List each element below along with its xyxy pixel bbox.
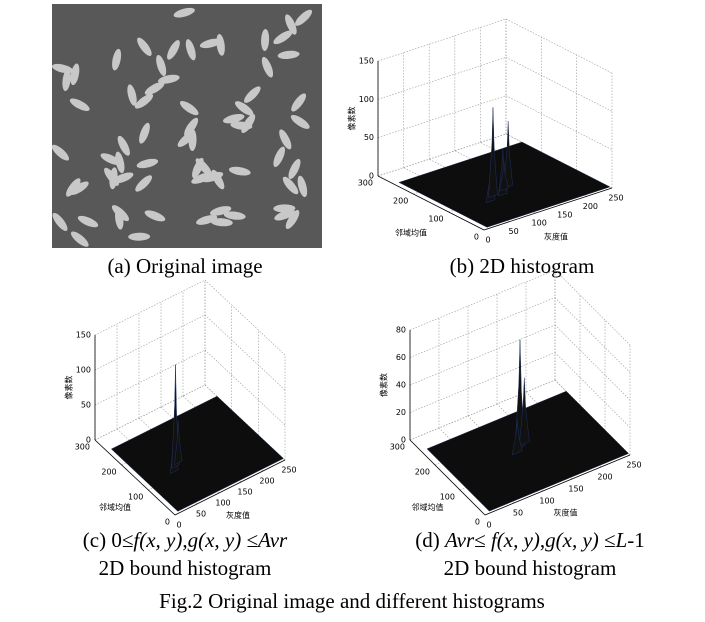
- grid-line: [410, 270, 555, 330]
- x-tick-label: 250: [608, 194, 623, 203]
- z-tick-label: 0: [401, 436, 406, 445]
- caption-part: (c) 0≤: [83, 528, 134, 552]
- histogram-3d: 0501001502002500100200300020406080灰度值邻域均…: [379, 270, 642, 530]
- caption-part: L: [615, 528, 628, 552]
- x-tick-label: 250: [281, 466, 296, 475]
- x-tick-label: 0: [486, 521, 491, 530]
- x-tick-label: 50: [509, 227, 519, 236]
- caption-part: g(x, y): [188, 528, 242, 552]
- grid-line: [95, 350, 205, 405]
- y-axis-label: 邻域均值: [412, 502, 444, 512]
- grid-line: [410, 298, 555, 358]
- caption-part: (b) 2D histogram: [450, 254, 595, 278]
- grid-line: [555, 298, 630, 373]
- caption-part: (a) Original image: [107, 254, 262, 278]
- caption-part: Avr: [256, 528, 288, 552]
- caption-part: -1: [627, 528, 645, 552]
- x-axis-label: 灰度值: [226, 510, 250, 520]
- grid-line: [95, 315, 205, 370]
- grid-line: [410, 325, 555, 385]
- y-tick-label: 0: [474, 233, 479, 242]
- caption-part: ≤: [241, 528, 258, 552]
- y-tick-label: 100: [428, 215, 443, 224]
- grid-line: [378, 96, 506, 138]
- x-axis-label: 灰度值: [544, 232, 568, 242]
- z-tick-label: 100: [359, 95, 374, 104]
- x-tick-label: 50: [196, 510, 206, 519]
- x-tick-label: 100: [539, 497, 554, 506]
- panel-caption: (d) Avr≤ f(x, y),g(x, y) ≤L-1: [415, 528, 645, 552]
- caption-part: ≤: [599, 528, 616, 552]
- histogram-3d: 0501001502002500100200300050100150灰度值邻域均…: [64, 280, 297, 530]
- caption-part: g(x, y): [545, 528, 599, 552]
- z-tick-label: 20: [396, 408, 406, 417]
- x-tick-label: 150: [557, 210, 572, 219]
- z-tick-label: 50: [364, 133, 374, 142]
- grid-line: [205, 280, 285, 355]
- grid-line: [95, 280, 205, 335]
- y-tick-label: 0: [475, 518, 480, 527]
- x-tick-label: 200: [259, 477, 274, 486]
- panel-caption: (b) 2D histogram: [450, 254, 595, 278]
- x-tick-label: 150: [568, 485, 583, 494]
- grid-line: [555, 325, 630, 400]
- grid-line: [506, 57, 612, 111]
- x-tick-label: 150: [237, 488, 252, 497]
- y-tick-label: 200: [393, 197, 408, 206]
- panel-caption: (c) 0≤f(x, y),g(x, y) ≤Avr: [83, 528, 288, 552]
- x-tick-label: 0: [485, 236, 490, 245]
- caption-part: (d): [415, 528, 445, 552]
- panel-subcaption: 2D bound histogram: [444, 556, 617, 580]
- z-tick-label: 50: [81, 401, 91, 410]
- z-tick-label: 100: [76, 366, 91, 375]
- z-tick-label: 0: [369, 172, 374, 181]
- grid-line: [378, 19, 506, 61]
- z-axis-label: 像素数: [379, 373, 389, 397]
- caption-part: ≤: [474, 528, 491, 552]
- original-image: [50, 4, 322, 249]
- z-tick-label: 40: [396, 381, 406, 390]
- z-tick-label: 0: [86, 436, 91, 445]
- figure: Fig.2 Original image and different histo…: [0, 0, 705, 622]
- x-tick-label: 100: [532, 219, 547, 228]
- x-tick-label: 50: [513, 509, 523, 518]
- z-tick-label: 80: [396, 326, 406, 335]
- x-axis-label: 灰度值: [554, 508, 578, 518]
- z-tick-label: 60: [396, 353, 406, 362]
- caption-part: f(x, y): [133, 528, 182, 552]
- panel-subcaption: 2D bound histogram: [99, 556, 272, 580]
- z-axis-label: 像素数: [64, 376, 74, 400]
- y-tick-label: 0: [165, 518, 170, 527]
- surface-floor: [427, 391, 628, 511]
- grid-line: [506, 96, 612, 150]
- grid-line: [378, 57, 506, 99]
- y-tick-label: 100: [128, 493, 143, 502]
- x-tick-label: 100: [215, 499, 230, 508]
- grid-line: [410, 353, 555, 413]
- y-tick-label: 200: [101, 468, 116, 477]
- figure-caption: Fig.2 Original image and different histo…: [159, 589, 545, 613]
- z-axis-label: 像素数: [347, 107, 357, 131]
- caption-part: Avr: [443, 528, 475, 552]
- histogram-3d: 0501001502002500100200300050100150灰度值邻域均…: [347, 19, 624, 245]
- z-tick-label: 150: [76, 331, 91, 340]
- grid-line: [506, 19, 612, 73]
- caption-part: f(x, y): [491, 528, 540, 552]
- x-tick-label: 200: [583, 202, 598, 211]
- y-axis-label: 邻域均值: [99, 502, 131, 512]
- y-tick-label: 200: [415, 468, 430, 477]
- y-axis-label: 邻域均值: [395, 228, 427, 238]
- y-tick-label: 100: [440, 493, 455, 502]
- grid-line: [555, 270, 630, 345]
- x-tick-label: 0: [176, 521, 181, 530]
- x-tick-label: 200: [597, 473, 612, 482]
- z-tick-label: 150: [359, 57, 374, 66]
- panel-caption: (a) Original image: [107, 254, 262, 278]
- grid-line: [205, 315, 285, 390]
- x-tick-label: 250: [626, 461, 641, 470]
